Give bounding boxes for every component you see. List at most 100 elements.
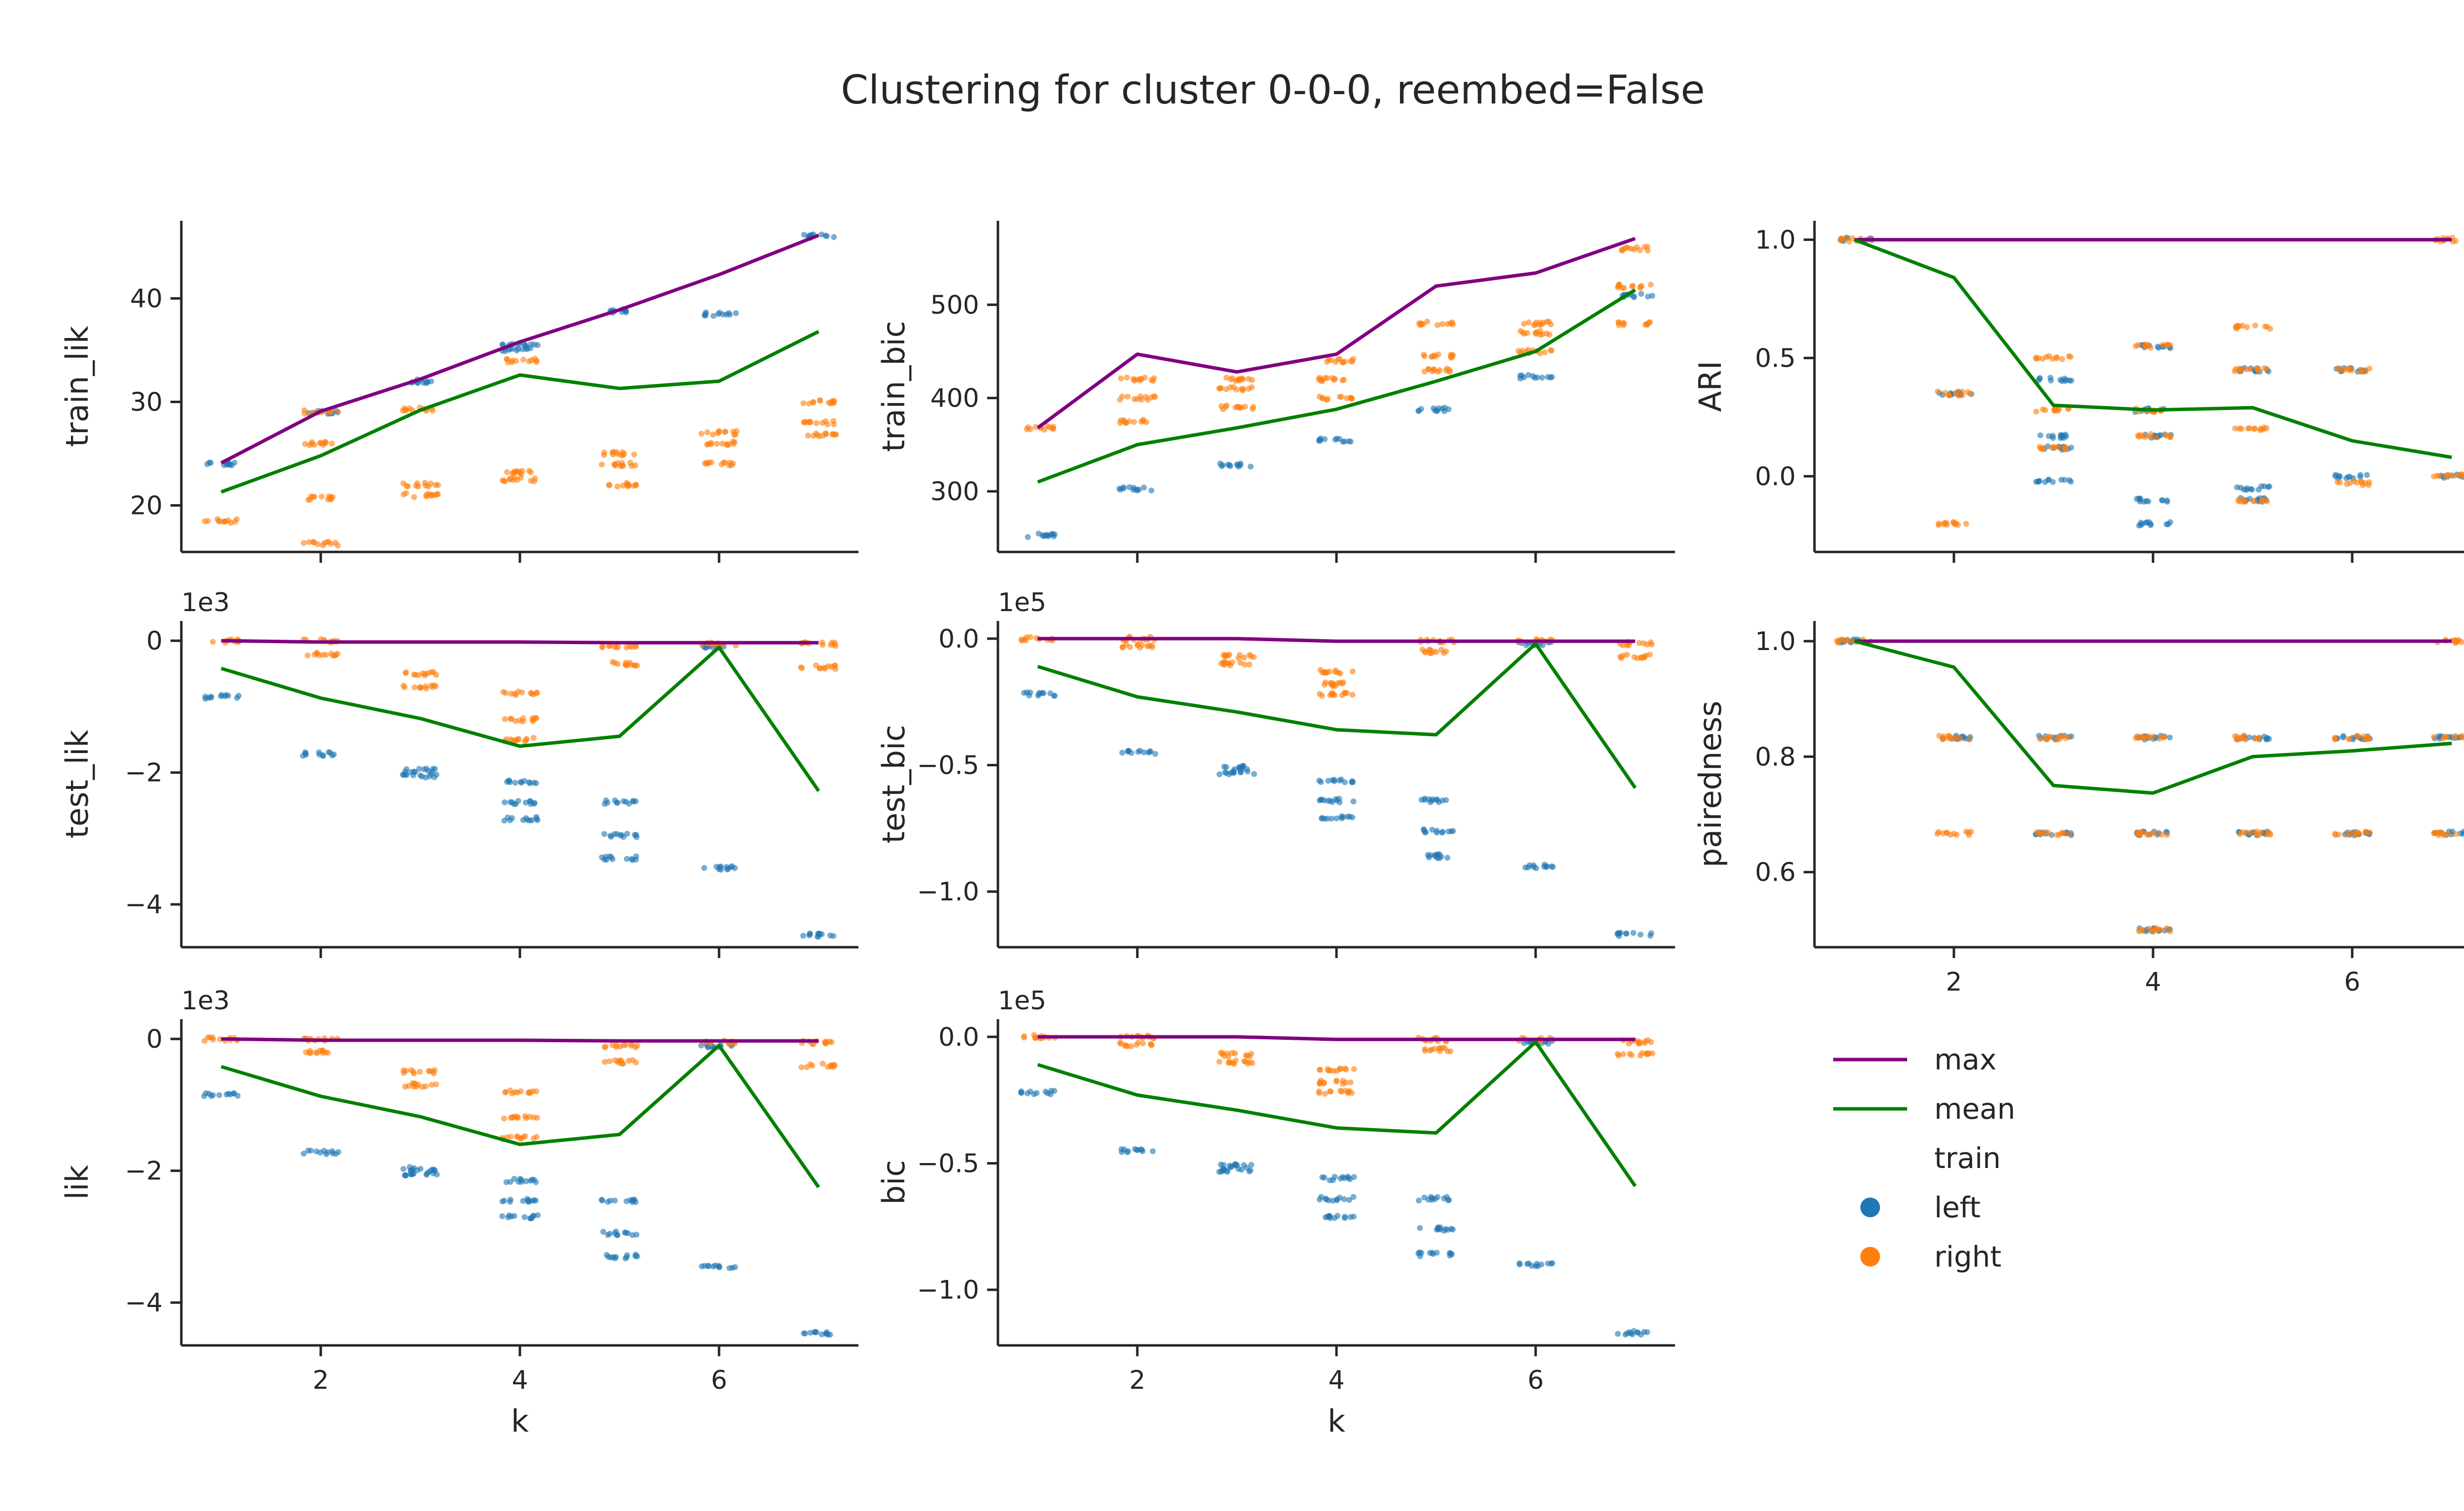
right-point (1241, 654, 1248, 660)
right-point (2355, 829, 2361, 835)
left-point (702, 312, 709, 318)
right-point (526, 1114, 533, 1120)
max-line (1036, 237, 1636, 430)
left-point (2337, 474, 2343, 480)
right-point (319, 1047, 326, 1054)
left-point (1626, 1329, 1633, 1335)
left-point (1133, 486, 1140, 493)
left-point (1035, 530, 1042, 537)
right-point (2237, 831, 2243, 837)
offset-text: 1e3 (181, 986, 230, 1016)
right-point (2247, 366, 2253, 372)
right-point (502, 716, 508, 722)
right-point (2252, 322, 2259, 329)
left-point (2036, 478, 2043, 484)
x-axis-label: k (1328, 1403, 1345, 1439)
left-point (2248, 486, 2254, 492)
right-point (422, 1083, 429, 1090)
left-point (2042, 479, 2048, 485)
right-point (2232, 733, 2238, 739)
right-point (1646, 652, 1653, 658)
right-point (817, 397, 823, 403)
right-point (1331, 377, 1337, 383)
max-line (1037, 1035, 1636, 1041)
right-point (525, 1090, 531, 1096)
left-point (236, 692, 242, 699)
left-point (1647, 932, 1653, 939)
right-point (2442, 472, 2449, 479)
right-point (1545, 318, 1552, 325)
left-point (511, 1176, 517, 1182)
right-point (620, 463, 626, 469)
left-point (335, 1149, 342, 1155)
left-point (1247, 463, 1254, 470)
left-point (1517, 376, 1524, 381)
right-point (721, 429, 728, 435)
left-point (1439, 828, 1446, 835)
left-point (1128, 750, 1134, 756)
left-point (499, 1213, 506, 1219)
left-point (623, 798, 629, 805)
right-point (1329, 691, 1335, 697)
right-point (1316, 1090, 1323, 1097)
left-point (605, 1232, 611, 1238)
right-point (1548, 347, 1555, 354)
legend-item-max: max (1833, 1043, 1996, 1076)
right-point (2033, 409, 2039, 415)
right-point (1834, 638, 1840, 644)
right-point (512, 1089, 518, 1095)
right-point (1339, 681, 1345, 687)
left-point (1417, 1225, 1423, 1231)
left-point (608, 1254, 614, 1261)
max-line (221, 1037, 819, 1043)
left-point (1246, 1168, 1253, 1174)
mean-line (220, 646, 821, 792)
left-point (1350, 1194, 1357, 1200)
right-point (1319, 692, 1325, 699)
left-point (2261, 733, 2267, 740)
left-point (2340, 734, 2346, 741)
right-point (2239, 322, 2246, 329)
right-point (1240, 387, 1246, 394)
right-point (821, 664, 827, 671)
right-point (1944, 829, 1950, 836)
left-point (1623, 930, 1629, 937)
right-point (423, 492, 430, 498)
x-tick-label: 4 (512, 1366, 528, 1395)
legend-item-mean: mean (1833, 1092, 2015, 1126)
left-point (204, 461, 210, 467)
left-point (1336, 795, 1342, 802)
left-point (1119, 750, 1126, 756)
y-tick-label: 0.5 (1755, 343, 1796, 373)
right-point (428, 669, 435, 675)
right-point (1443, 648, 1449, 654)
right-point (1839, 636, 1845, 643)
left-point (1117, 486, 1124, 493)
right-point (311, 442, 317, 448)
x-axis-label: k (511, 1403, 529, 1439)
right-point (1327, 668, 1333, 675)
right-point (519, 468, 525, 474)
left-point (1334, 1197, 1340, 1203)
right-point (2156, 735, 2163, 742)
right-point (2256, 735, 2262, 741)
subplot-lik: 2 4 6 −4 −2 0 1e3 lik k (59, 986, 858, 1439)
left-point (1549, 374, 1555, 380)
left-point (521, 778, 527, 784)
left-point (2036, 376, 2043, 382)
left-point (531, 1197, 537, 1203)
left-point (2460, 831, 2464, 837)
left-point (1350, 1213, 1357, 1220)
right-point (1968, 828, 1974, 835)
left-point (416, 766, 422, 772)
right-point (602, 1059, 608, 1065)
right-point (2458, 639, 2464, 645)
right-point (534, 1115, 540, 1121)
right-point (1546, 332, 1552, 338)
left-point (1047, 690, 1054, 696)
right-point (504, 469, 510, 475)
right-point (801, 419, 808, 425)
right-point (1347, 1079, 1354, 1086)
left-point (1235, 1166, 1242, 1172)
right-point (2234, 323, 2241, 329)
